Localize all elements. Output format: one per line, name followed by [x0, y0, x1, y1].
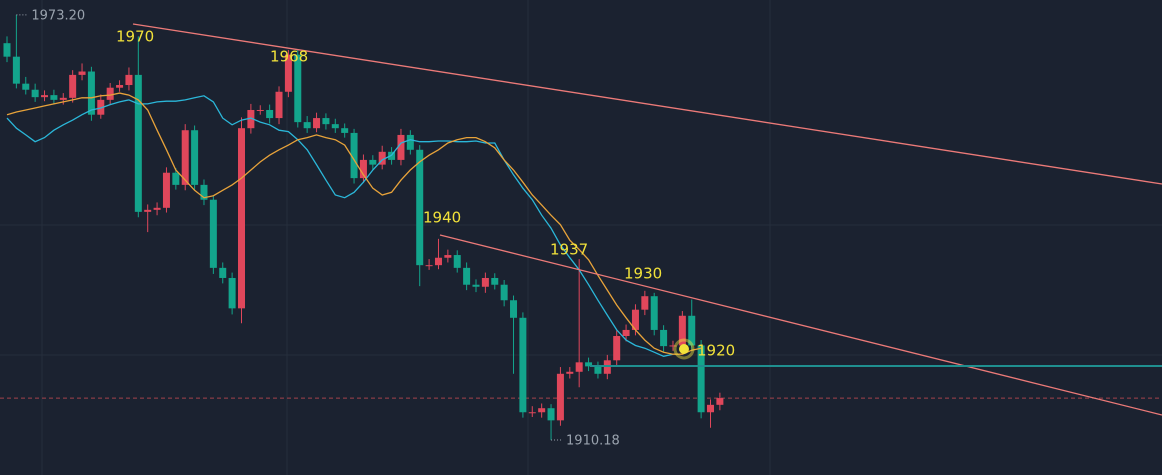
- candle-body: [162, 172, 170, 208]
- candle-body: [59, 97, 67, 100]
- candle-body: [481, 277, 489, 287]
- candle-body: [12, 56, 20, 84]
- ma-line: [6, 92, 702, 355]
- annotation: 1970: [116, 28, 154, 46]
- candle-body: [463, 267, 471, 285]
- candle-body: [434, 257, 442, 266]
- candle-body: [603, 360, 611, 374]
- candle-body: [144, 209, 152, 212]
- candle-body: [341, 128, 349, 133]
- candle-body: [41, 95, 49, 98]
- candle-body: [472, 284, 480, 287]
- candle-body: [528, 412, 536, 414]
- annotation: 1930: [624, 265, 662, 283]
- candle-body: [209, 199, 217, 268]
- candle-body: [181, 130, 189, 185]
- candle-body: [228, 277, 236, 309]
- candle-body: [613, 336, 621, 361]
- candle-body: [538, 408, 546, 413]
- candle-body: [125, 74, 133, 86]
- candle-body: [378, 151, 386, 165]
- candle-body: [247, 109, 255, 129]
- candle-body: [660, 329, 668, 347]
- candle-body: [78, 71, 86, 75]
- candle-body: [322, 118, 330, 125]
- candle-body: [716, 398, 724, 405]
- candle-body: [31, 89, 39, 98]
- annotation: 1937: [550, 241, 588, 259]
- candle-body: [294, 54, 302, 123]
- candle-body: [172, 172, 180, 185]
- candle-body: [510, 300, 518, 318]
- candle-body: [453, 255, 461, 268]
- candle-body: [425, 265, 433, 267]
- candle-body: [238, 128, 245, 309]
- candle-body: [97, 99, 105, 115]
- candle-body: [669, 345, 677, 347]
- candle-body: [369, 159, 377, 165]
- candle-body: [22, 83, 30, 90]
- candle-body: [106, 87, 114, 100]
- candle-body: [397, 134, 405, 160]
- extreme-label: 1910.18: [566, 434, 620, 449]
- candle-body: [688, 315, 696, 346]
- candle-body: [566, 371, 574, 374]
- trend-line: [439, 234, 1162, 416]
- candle-body: [631, 309, 639, 330]
- marker-dot: [679, 344, 689, 354]
- candle-body: [284, 54, 292, 92]
- candle-body: [313, 118, 321, 129]
- candle-body: [707, 404, 714, 413]
- candle-body: [3, 43, 11, 57]
- candle-body: [491, 277, 499, 285]
- candle-body: [134, 74, 142, 212]
- ma-line: [6, 95, 674, 357]
- candle-body: [50, 95, 58, 100]
- candle-body: [697, 345, 705, 413]
- candle-body: [153, 207, 161, 210]
- candle-body: [266, 109, 274, 119]
- candle-body: [622, 329, 630, 337]
- candle-body: [575, 362, 583, 372]
- extreme-label: 1973.20: [31, 8, 85, 23]
- candle-body: [641, 296, 649, 310]
- annotation: 1968: [270, 48, 308, 66]
- candle-body: [444, 255, 452, 258]
- candle-body: [678, 315, 686, 346]
- candle-body: [350, 132, 358, 179]
- candle-body: [594, 366, 602, 374]
- candle-body: [556, 373, 564, 421]
- annotation: 1920: [697, 342, 735, 360]
- candle-body: [500, 284, 508, 301]
- candle-body: [416, 149, 424, 266]
- candle-body: [69, 74, 77, 98]
- candle-body: [406, 134, 414, 150]
- marker-ring: [673, 338, 695, 360]
- candle-body: [87, 71, 95, 115]
- candle-body: [650, 296, 658, 330]
- candle-body: [219, 267, 227, 278]
- annotation: 1940: [423, 209, 461, 227]
- candle-body: [116, 85, 124, 88]
- candle-body: [547, 408, 555, 421]
- candle-body: [200, 184, 208, 200]
- candle-body: [331, 124, 339, 129]
- candle-body: [519, 317, 527, 413]
- candle-body: [275, 91, 283, 119]
- candle-body: [303, 122, 311, 129]
- plot: 1973.20 1910.18: [0, 8, 1162, 449]
- candle-body: [191, 130, 199, 185]
- trend-line: [132, 23, 1162, 185]
- candle-body: [585, 362, 593, 367]
- candle-body: [256, 109, 264, 111]
- candle-body: [359, 159, 367, 179]
